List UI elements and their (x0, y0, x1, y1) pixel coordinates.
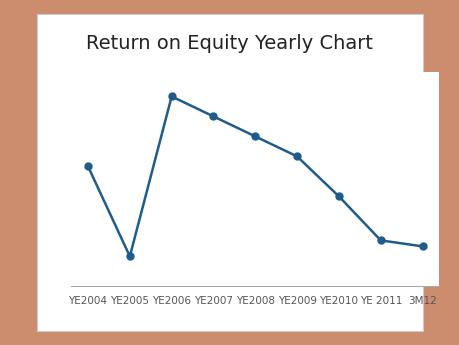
Text: Return on Equity Yearly Chart: Return on Equity Yearly Chart (86, 34, 373, 53)
